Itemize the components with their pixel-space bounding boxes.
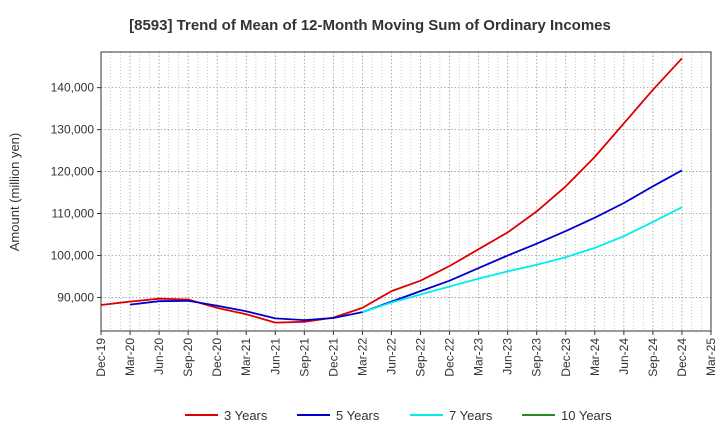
x-tick-label: Mar-24 [588,338,602,376]
x-tick-label: Dec-21 [326,338,340,377]
legend-entry: 5 Years [336,408,380,423]
x-tick-label: Dec-19 [94,338,108,377]
series-layer [100,57,683,324]
x-tick-label: Sep-24 [646,338,660,377]
plot-frame [100,51,712,332]
plot-background [101,52,711,331]
legend: 3 Years 5 Years 7 Years 10 Years [185,408,612,423]
x-tick-label: Jun-21 [268,338,282,375]
y-tick-label: 130,000 [51,123,95,137]
y-tick-label: 110,000 [52,207,95,221]
grid-lines [101,52,711,331]
x-tick-label: Mar-25 [704,338,718,376]
x-tick-label: Dec-20 [210,338,224,377]
legend-entry: 7 Years [449,408,493,423]
x-axis: Dec-19 Mar-20 Jun-20 Sep-20 Dec-20 Mar-21 Jun-… [94,331,718,377]
y-axis: 90,000 100,000 110,000 120,000 130,000 140,00… [51,81,101,304]
x-tick-label: Mar-22 [355,338,369,376]
plot-area [101,52,711,331]
x-tick-label: Jun-22 [384,338,398,375]
x-tick-label: Dec-23 [559,338,573,377]
x-tick-label: Mar-21 [239,338,253,376]
plot-border [100,51,712,332]
x-tick-label: Dec-22 [443,338,457,377]
x-tick-label: Mar-20 [123,338,137,376]
x-tick-label: Sep-23 [530,338,544,377]
legend-entry: 10 Years [561,408,612,423]
y-tick-label: 90,000 [57,290,94,304]
x-tick-label: Sep-21 [297,338,311,377]
series-line-7-years [362,206,683,313]
x-tick-label: Jun-24 [617,338,631,375]
legend-entry: 3 Years [224,408,268,423]
x-tick-label: Sep-20 [181,338,195,377]
x-tick-label: Mar-23 [472,338,486,376]
series-line-5-years [129,169,683,322]
x-tick-label: Dec-24 [675,338,689,377]
chart-title: [8593] Trend of Mean of 12-Month Moving … [129,17,611,34]
y-tick-label: 100,000 [51,248,95,262]
x-tick-label: Jun-20 [152,338,166,375]
y-tick-label: 120,000 [51,165,95,179]
y-tick-label: 140,000 [51,81,95,95]
x-tick-label: Jun-23 [501,338,515,375]
y-axis-label: Amount (million yen) [7,133,22,252]
x-tick-label: Sep-22 [414,338,428,377]
